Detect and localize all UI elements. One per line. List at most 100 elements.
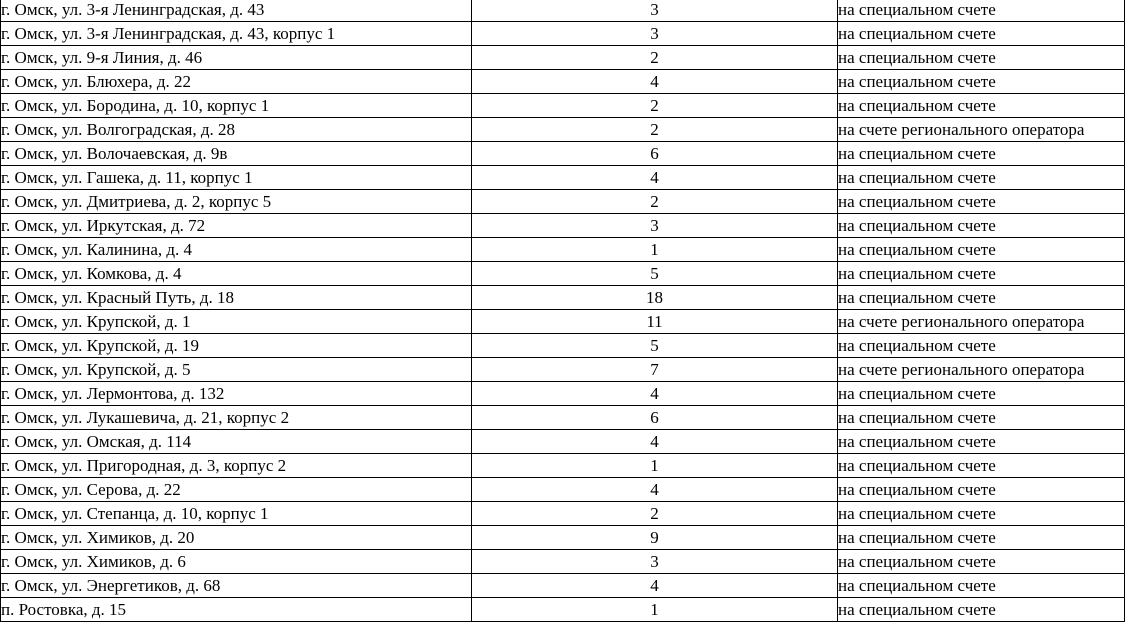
table-row: г. Омск, ул. Химиков, д. 20 9 на специал… xyxy=(0,525,1125,550)
address-cell: г. Омск, ул. Химиков, д. 20 xyxy=(0,525,472,550)
address-cell: г. Омск, ул. Блюхера, д. 22 xyxy=(0,69,472,94)
table-row: г. Омск, ул. Гашека, д. 11, корпус 1 4 н… xyxy=(0,165,1125,190)
table-row: г. Омск, ул. Калинина, д. 4 1 на специал… xyxy=(0,237,1125,262)
account-type-cell: на счете регионального оператора xyxy=(837,309,1125,334)
count-cell: 2 xyxy=(471,45,838,70)
address-cell: г. Омск, ул. Лукашевича, д. 21, корпус 2 xyxy=(0,405,472,430)
table-row: г. Омск, ул. Лукашевича, д. 21, корпус 2… xyxy=(0,405,1125,430)
account-type-cell: на счете регионального оператора xyxy=(837,117,1125,142)
address-cell: п. Ростовка, д. 15 xyxy=(0,597,472,622)
address-cell: г. Омск, ул. Серова, д. 22 xyxy=(0,477,472,502)
account-type-cell: на специальном счете xyxy=(837,0,1125,22)
account-type-cell: на специальном счете xyxy=(837,285,1125,310)
table-row: г. Омск, ул. Бородина, д. 10, корпус 1 2… xyxy=(0,93,1125,118)
account-type-cell: на специальном счете xyxy=(837,237,1125,262)
table-row: г. Омск, ул. 9-я Линия, д. 46 2 на специ… xyxy=(0,45,1125,70)
address-cell: г. Омск, ул. Омская, д. 114 xyxy=(0,429,472,454)
address-cell: г. Омск, ул. Красный Путь, д. 18 xyxy=(0,285,472,310)
table-row: г. Омск, ул. Крупской, д. 1 11 на счете … xyxy=(0,309,1125,334)
table-row: г. Омск, ул. 3-я Ленинградская, д. 43 3 … xyxy=(0,0,1125,22)
count-cell: 4 xyxy=(471,573,838,598)
count-cell: 18 xyxy=(471,285,838,310)
address-cell: г. Омск, ул. Крупской, д. 19 xyxy=(0,333,472,358)
count-cell: 4 xyxy=(471,477,838,502)
account-type-cell: на специальном счете xyxy=(837,573,1125,598)
table-row: г. Омск, ул. 3-я Ленинградская, д. 43, к… xyxy=(0,21,1125,46)
count-cell: 3 xyxy=(471,549,838,574)
count-cell: 4 xyxy=(471,69,838,94)
address-cell: г. Омск, ул. Комкова, д. 4 xyxy=(0,261,472,286)
table-row: г. Омск, ул. Красный Путь, д. 18 18 на с… xyxy=(0,285,1125,310)
address-cell: г. Омск, ул. Степанца, д. 10, корпус 1 xyxy=(0,501,472,526)
address-cell: г. Омск, ул. Бородина, д. 10, корпус 1 xyxy=(0,93,472,118)
address-cell: г. Омск, ул. Химиков, д. 6 xyxy=(0,549,472,574)
count-cell: 1 xyxy=(471,597,838,622)
address-cell: г. Омск, ул. Калинина, д. 4 xyxy=(0,237,472,262)
account-type-cell: на специальном счете xyxy=(837,549,1125,574)
address-cell: г. Омск, ул. 3-я Ленинградская, д. 43, к… xyxy=(0,21,472,46)
count-cell: 4 xyxy=(471,429,838,454)
count-cell: 6 xyxy=(471,141,838,166)
table-row: г. Омск, ул. Лермонтова, д. 132 4 на спе… xyxy=(0,381,1125,406)
address-cell: г. Омск, ул. Иркутская, д. 72 xyxy=(0,213,472,238)
account-type-cell: на специальном счете xyxy=(837,333,1125,358)
account-type-cell: на специальном счете xyxy=(837,93,1125,118)
count-cell: 1 xyxy=(471,453,838,478)
table-row: г. Омск, ул. Блюхера, д. 22 4 на специал… xyxy=(0,69,1125,94)
account-type-cell: на специальном счете xyxy=(837,429,1125,454)
address-cell: г. Омск, ул. Гашека, д. 11, корпус 1 xyxy=(0,165,472,190)
table-row: г. Омск, ул. Дмитриева, д. 2, корпус 5 2… xyxy=(0,189,1125,214)
account-type-cell: на специальном счете xyxy=(837,501,1125,526)
table-row: г. Омск, ул. Волочаевская, д. 9в 6 на сп… xyxy=(0,141,1125,166)
table-row: г. Омск, ул. Пригородная, д. 3, корпус 2… xyxy=(0,453,1125,478)
count-cell: 2 xyxy=(471,189,838,214)
address-cell: г. Омск, ул. 9-я Линия, д. 46 xyxy=(0,45,472,70)
count-cell: 2 xyxy=(471,93,838,118)
account-type-cell: на специальном счете xyxy=(837,21,1125,46)
count-cell: 3 xyxy=(471,213,838,238)
account-type-cell: на специальном счете xyxy=(837,405,1125,430)
table-row: г. Омск, ул. Крупской, д. 19 5 на специа… xyxy=(0,333,1125,358)
account-type-cell: на специальном счете xyxy=(837,189,1125,214)
account-type-cell: на специальном счете xyxy=(837,477,1125,502)
address-cell: г. Омск, ул. Волгоградская, д. 28 xyxy=(0,117,472,142)
address-cell: г. Омск, ул. Крупской, д. 5 xyxy=(0,357,472,382)
count-cell: 9 xyxy=(471,525,838,550)
table-row: г. Омск, ул. Энергетиков, д. 68 4 на спе… xyxy=(0,573,1125,598)
address-cell: г. Омск, ул. Крупской, д. 1 xyxy=(0,309,472,334)
account-type-cell: на специальном счете xyxy=(837,525,1125,550)
address-cell: г. Омск, ул. Дмитриева, д. 2, корпус 5 xyxy=(0,189,472,214)
count-cell: 5 xyxy=(471,333,838,358)
account-type-cell: на счете регионального оператора xyxy=(837,357,1125,382)
account-type-cell: на специальном счете xyxy=(837,381,1125,406)
account-type-cell: на специальном счете xyxy=(837,453,1125,478)
count-cell: 3 xyxy=(471,0,838,22)
count-cell: 1 xyxy=(471,237,838,262)
account-type-cell: на специальном счете xyxy=(837,69,1125,94)
address-cell: г. Омск, ул. Лермонтова, д. 132 xyxy=(0,381,472,406)
address-cell: г. Омск, ул. Волочаевская, д. 9в xyxy=(0,141,472,166)
count-cell: 5 xyxy=(471,261,838,286)
count-cell: 4 xyxy=(471,165,838,190)
count-cell: 2 xyxy=(471,117,838,142)
table-row: г. Омск, ул. Химиков, д. 6 3 на специаль… xyxy=(0,549,1125,574)
table-row: п. Ростовка, д. 15 1 на специальном счет… xyxy=(0,597,1125,622)
account-type-cell: на специальном счете xyxy=(837,165,1125,190)
account-type-cell: на специальном счете xyxy=(837,213,1125,238)
address-cell: г. Омск, ул. Энергетиков, д. 68 xyxy=(0,573,472,598)
count-cell: 4 xyxy=(471,381,838,406)
account-type-cell: на специальном счете xyxy=(837,261,1125,286)
count-cell: 6 xyxy=(471,405,838,430)
account-type-cell: на специальном счете xyxy=(837,45,1125,70)
count-cell: 3 xyxy=(471,21,838,46)
table-row: г. Омск, ул. Степанца, д. 10, корпус 1 2… xyxy=(0,501,1125,526)
address-cell: г. Омск, ул. 3-я Ленинградская, д. 43 xyxy=(0,0,472,22)
count-cell: 2 xyxy=(471,501,838,526)
count-cell: 7 xyxy=(471,357,838,382)
address-cell: г. Омск, ул. Пригородная, д. 3, корпус 2 xyxy=(0,453,472,478)
table-row: г. Омск, ул. Серова, д. 22 4 на специаль… xyxy=(0,477,1125,502)
account-type-cell: на специальном счете xyxy=(837,141,1125,166)
